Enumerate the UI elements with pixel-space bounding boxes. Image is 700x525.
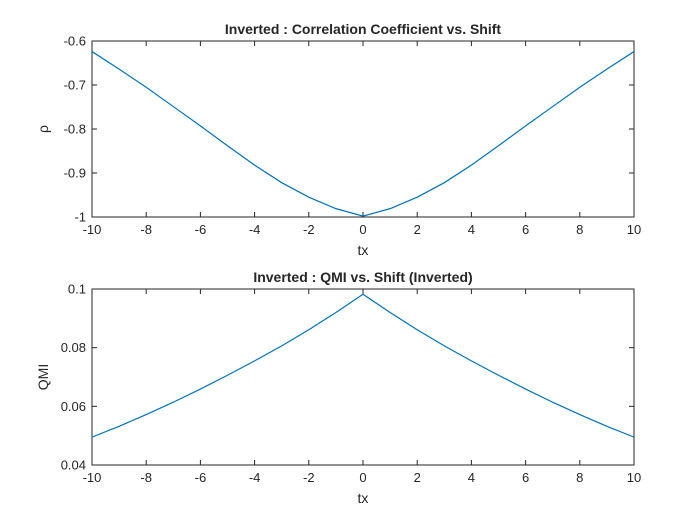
chart-1-y-tick-label: -1	[74, 210, 86, 225]
chart-2-x-axis-label: tx	[358, 490, 369, 506]
chart-2-series-line	[91, 293, 635, 438]
chart-1-series-line	[91, 51, 635, 217]
chart-1-plot-area	[91, 40, 635, 218]
chart-1-y-tick-label: -0.6	[64, 34, 86, 49]
chart-2-y-tick-label: 0.06	[61, 399, 86, 414]
chart-2: -10 -8 -6 -4 -2 0 2 4 6 8 10 0.04 0.06 0.08 0.1 Inverte…	[35, 269, 641, 506]
chart-2-y-tick-label: 0.08	[61, 340, 86, 355]
chart-1-x-axis-label: tx	[358, 242, 369, 258]
chart-1-x-tick-label: 10	[627, 222, 641, 237]
chart-2-y-tick-label: 0.1	[68, 282, 86, 297]
chart-1-x-tick-label: 2	[414, 222, 421, 237]
chart-1-x-tick-label: -8	[140, 222, 152, 237]
chart-2-plot-area	[91, 288, 635, 466]
chart-1: -10 -8 -6 -4 -2 0 2 4 6 8 10 -1 -0.9 -0.8 -0.7 -0.6 Inve…	[35, 21, 641, 258]
chart-2-x-tick-label: 0	[359, 470, 366, 485]
chart-2-x-tick-label: -8	[140, 470, 152, 485]
chart-1-x-tick-label: 4	[468, 222, 475, 237]
chart-2-x-tick-label: 10	[627, 470, 641, 485]
chart-1-y-tick-label: -0.8	[64, 122, 86, 137]
chart-1-x-tick-label: -2	[303, 222, 315, 237]
chart-2-x-tick-label: -6	[195, 470, 207, 485]
chart-2-x-tick-label: -4	[249, 470, 261, 485]
chart-1-y-tick-label: -0.9	[64, 166, 86, 181]
chart-2-x-tick-label: -10	[83, 470, 102, 485]
chart-1-y-axis-label: ρ	[35, 125, 51, 133]
chart-2-x-tick-label: 2	[414, 470, 421, 485]
chart-2-x-tick-label: 8	[576, 470, 583, 485]
chart-1-x-tick-label: -4	[249, 222, 261, 237]
chart-1-x-tick-label: 8	[576, 222, 583, 237]
chart-1-x-tick-label: -10	[83, 222, 102, 237]
chart-2-y-axis-label: QMI	[35, 364, 51, 390]
chart-2-x-tick-label: 4	[468, 470, 475, 485]
chart-1-x-tick-label: 0	[359, 222, 366, 237]
chart-2-title: Inverted : QMI vs. Shift (Inverted)	[253, 269, 472, 285]
chart-2-y-tick-label: 0.04	[61, 458, 86, 473]
chart-1-y-tick-label: -0.7	[64, 78, 86, 93]
chart-1-x-tick-label: -6	[195, 222, 207, 237]
chart-2-x-tick-label: -2	[303, 470, 315, 485]
chart-2-x-tick-label: 6	[522, 470, 529, 485]
chart-1-x-tick-label: 6	[522, 222, 529, 237]
chart-1-title: Inverted : Correlation Coefficient vs. S…	[225, 21, 501, 37]
